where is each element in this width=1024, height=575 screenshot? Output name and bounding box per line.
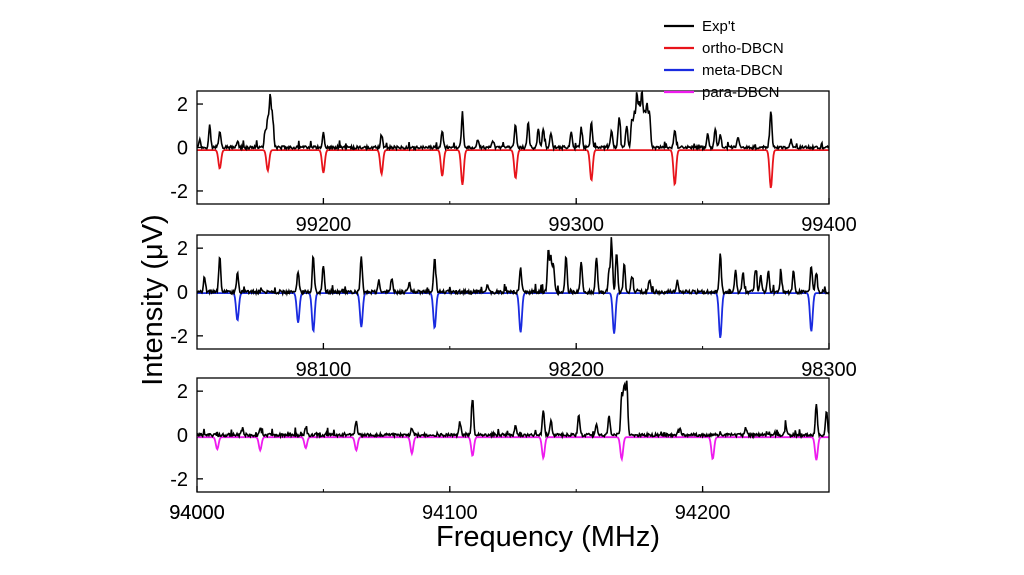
y-tick-label: 2 <box>177 94 188 116</box>
spectrum-panels: 2 0 -2 99200 99300 99400 2 0 -2 98100 98200 98300 2 0… <box>169 90 857 524</box>
x-tick-label: 94100 <box>422 502 478 524</box>
x-tick-label: 94000 <box>169 502 225 524</box>
x-tick-label: 99400 <box>801 214 857 236</box>
x-tick-label: 94200 <box>675 502 731 524</box>
panel-2: 2 0 -2 98100 98200 98300 <box>170 234 857 381</box>
series-experimental-trace <box>196 237 830 297</box>
y-axis-title: Intensity (μV) <box>137 214 169 385</box>
series-ortho-dbcn-trace <box>197 149 829 189</box>
x-tick-label: 99200 <box>296 214 352 236</box>
x-tick-label: 98100 <box>296 359 352 381</box>
y-tick-label: -2 <box>170 326 188 348</box>
series-experimental-trace <box>196 380 830 440</box>
panel-1: 2 0 -2 99200 99300 99400 <box>170 90 857 236</box>
x-axis-title: Frequency (MHz) <box>436 521 660 553</box>
y-tick-label: 2 <box>177 381 188 403</box>
y-tick-label: 0 <box>177 282 188 304</box>
x-tick-label: 94000 <box>169 502 225 524</box>
y-tick-label: 0 <box>177 425 188 447</box>
series-meta-dbcn-trace <box>197 292 829 338</box>
x-tick-label: 98300 <box>801 359 857 381</box>
y-tick-label: -2 <box>170 469 188 491</box>
y-tick-label: -2 <box>170 181 188 203</box>
y-tick-label: 0 <box>177 138 188 160</box>
x-tick-label: 98200 <box>548 359 604 381</box>
legend-label: para-DBCN <box>702 84 780 101</box>
y-tick-label: 2 <box>177 238 188 260</box>
legend-label: meta-DBCN <box>702 62 783 79</box>
series-experimental-trace <box>196 90 830 152</box>
legend-label: ortho-DBCN <box>702 40 784 57</box>
series-para-dbcn-trace <box>197 436 829 463</box>
legend-label: Exp't <box>702 18 736 35</box>
x-tick-label: 99300 <box>548 214 604 236</box>
legend: Exp't ortho-DBCN meta-DBCN para-DBCN <box>664 18 784 101</box>
